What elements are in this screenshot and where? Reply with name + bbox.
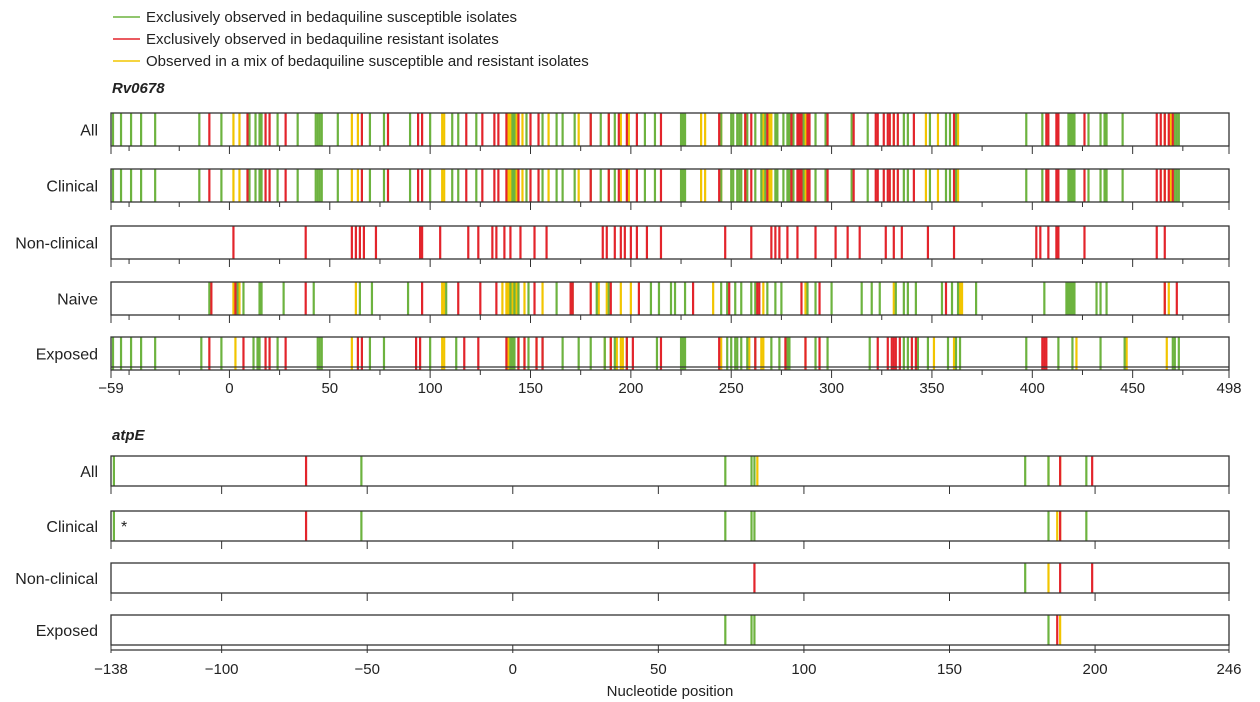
gene-title-atpe: atpE [112, 427, 146, 444]
tick-label: 250 [719, 380, 744, 397]
row-exposed: Exposed [36, 614, 1230, 653]
row-frame [110, 614, 1230, 646]
row-label: Clinical [46, 179, 98, 196]
tick-label: 100 [791, 661, 816, 678]
tick-label: −50 [354, 661, 379, 678]
row-frame [110, 510, 1230, 542]
tick-label: 246 [1216, 661, 1241, 678]
row-label: Non-clinical [15, 571, 98, 588]
legend-label-susceptible: Exclusively observed in bedaquiline susc… [146, 9, 517, 26]
row-exposed: Exposed [36, 336, 1230, 378]
row-label: All [80, 123, 98, 140]
row-non-clinical: Non-clinical [15, 225, 1230, 267]
tick-label: 498 [1216, 380, 1241, 397]
row-label: Non-clinical [15, 236, 98, 253]
tick-label: 0 [509, 661, 517, 678]
legend-label-resistant: Exclusively observed in bedaquiline resi… [146, 31, 499, 48]
row-all: All [80, 455, 1230, 494]
row-label: Exposed [36, 347, 98, 364]
row-note: * [121, 519, 127, 536]
row-clinical: Clinical [46, 168, 1230, 210]
panel-rv0678: All Clinical Non-clinical Naive Exposed−59 0 5… [15, 112, 1242, 397]
row-frame [110, 112, 1230, 147]
tick-label: 450 [1120, 380, 1145, 397]
row-frame [110, 336, 1230, 371]
row-frame [110, 562, 1230, 594]
tick-label: 150 [937, 661, 962, 678]
tick-label: −138 [94, 661, 128, 678]
row-label: Exposed [36, 623, 98, 640]
tick-label: 100 [418, 380, 443, 397]
row-clinical: Clinical * [46, 510, 1230, 549]
x-axis-rv0678: −59 0 50 100 150 200 250 300 350 400 450 498 [98, 366, 1242, 397]
legend-label-mixed: Observed in a mix of bedaquiline suscept… [146, 53, 589, 70]
x-axis-title: Nucleotide position [607, 683, 734, 700]
x-axis-atpe: −138 −100 −50 0 50 100 150 200 246 [94, 649, 1242, 678]
tick-label: 350 [919, 380, 944, 397]
tick-label: −59 [98, 380, 123, 397]
row-non-clinical: Non-clinical [15, 562, 1230, 601]
tick-label: 200 [618, 380, 643, 397]
row-label: All [80, 464, 98, 481]
tick-label: 400 [1020, 380, 1045, 397]
tick-label: 50 [321, 380, 338, 397]
tick-label: 150 [518, 380, 543, 397]
row-frame [110, 455, 1230, 487]
tick-label: 300 [819, 380, 844, 397]
legend: Exclusively observed in bedaquiline susc… [113, 9, 589, 70]
tick-label: −100 [205, 661, 239, 678]
row-all: All [80, 112, 1230, 154]
row-naive: Naive [57, 281, 1230, 323]
row-label: Clinical [46, 519, 98, 536]
tick-label: 50 [650, 661, 667, 678]
tick-label: 200 [1083, 661, 1108, 678]
row-frame [110, 225, 1230, 260]
row-frame [110, 281, 1230, 316]
row-label: Naive [57, 292, 98, 309]
gene-title-rv0678: Rv0678 [112, 80, 165, 97]
row-frame [110, 168, 1230, 203]
tick-label: 0 [225, 380, 233, 397]
